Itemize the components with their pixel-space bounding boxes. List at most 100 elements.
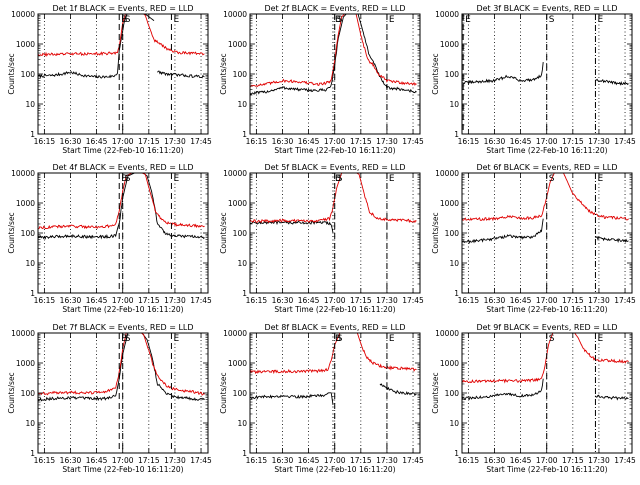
- x-tick-label: 16:45: [86, 456, 108, 465]
- panel-title: Det 2f BLACK = Events, RED = LLD: [264, 4, 405, 13]
- y-tick-label: 10: [25, 419, 35, 428]
- marker-label-E: E: [597, 174, 603, 184]
- y-axis-label: Counts/sec: [7, 372, 16, 413]
- detector-panel-4: Det 4f BLACK = Events, RED = LLD BS E 1 10 10…: [7, 163, 212, 314]
- x-tick-label: 17:15: [562, 296, 584, 305]
- x-tick-label: 16:45: [86, 137, 108, 146]
- y-tick-label: 100: [445, 389, 460, 398]
- y-tick-label: 1000: [228, 359, 247, 368]
- lld-series-line: [38, 14, 205, 57]
- marker-label-E: E: [389, 174, 395, 184]
- x-tick-label: 16:15: [34, 137, 56, 146]
- marker-label-S: S: [549, 334, 555, 344]
- y-tick-label: 1000: [440, 359, 459, 368]
- x-tick-label: 17:45: [402, 296, 424, 305]
- detector-panel-3: Det 3f BLACK = Events, RED = LLD E S E 1 10 10…: [431, 4, 636, 155]
- y-axis-label: Counts/sec: [219, 372, 228, 413]
- marker-label-E: E: [173, 15, 179, 25]
- y-tick-label: 10: [25, 259, 35, 268]
- y-tick-label: 1: [242, 449, 247, 458]
- detector-panel-5: Det 5f BLACK = Events, RED = LLD BS E 1 10 10…: [219, 163, 424, 314]
- x-tick-label: 17:30: [376, 137, 398, 146]
- marker-label-S: S: [337, 15, 343, 25]
- y-tick-label: 100: [21, 229, 36, 238]
- x-axis-label: Start Time (22-Feb-10 16:11:20): [274, 305, 395, 314]
- y-tick-label: 10000: [11, 10, 35, 19]
- x-tick-label: 16:45: [298, 456, 320, 465]
- x-tick-label: 17:30: [588, 137, 610, 146]
- y-axis-label: Counts/sec: [431, 212, 440, 253]
- x-tick-label: 16:45: [510, 296, 532, 305]
- x-tick-label: 17:30: [376, 296, 398, 305]
- panel-title: Det 6f BLACK = Events, RED = LLD: [476, 163, 617, 172]
- lld-series-line: [462, 173, 629, 222]
- y-tick-label: 1: [454, 130, 459, 139]
- events-series-line: [157, 70, 205, 79]
- marker-label-E: E: [389, 334, 395, 344]
- x-axis-label: Start Time (22-Feb-10 16:11:20): [62, 305, 183, 314]
- y-tick-label: 100: [233, 389, 248, 398]
- y-tick-label: 10: [449, 259, 459, 268]
- x-tick-label: 16:45: [86, 296, 108, 305]
- panel-title: Det 5f BLACK = Events, RED = LLD: [264, 163, 405, 172]
- x-tick-label: 17:15: [562, 137, 584, 146]
- x-tick-label: 16:15: [34, 456, 56, 465]
- x-tick-label: 16:30: [272, 456, 294, 465]
- marker-label-B: B: [121, 15, 127, 25]
- x-axis-label: Start Time (22-Feb-10 16:11:20): [274, 465, 395, 474]
- x-tick-label: 17:00: [112, 456, 134, 465]
- x-tick-label: 16:45: [298, 296, 320, 305]
- lld-series-line: [38, 333, 205, 396]
- events-series-line: [462, 62, 544, 85]
- y-tick-label: 10000: [435, 10, 459, 19]
- y-tick-label: 1: [454, 449, 459, 458]
- y-tick-label: 1000: [16, 359, 35, 368]
- panel-title: Det 8f BLACK = Events, RED = LLD: [264, 323, 405, 332]
- events-series-line: [595, 78, 629, 86]
- events-series-line: [595, 394, 629, 401]
- y-tick-label: 100: [445, 229, 460, 238]
- y-tick-label: 1: [242, 130, 247, 139]
- marker-label-B: B: [335, 334, 341, 344]
- marker-label-S: S: [125, 15, 131, 25]
- x-tick-label: 17:00: [112, 296, 134, 305]
- events-series-line: [38, 333, 205, 402]
- x-tick-label: 17:00: [324, 296, 346, 305]
- marker-label-B: B: [335, 174, 341, 184]
- y-axis-label: Counts/sec: [431, 372, 440, 413]
- detector-panel-1: Det 1f BLACK = Events, RED = LLD BS E 1 10 10…: [7, 4, 212, 155]
- x-tick-label: 17:45: [402, 456, 424, 465]
- x-tick-label: 17:15: [138, 296, 160, 305]
- x-tick-label: 16:45: [298, 137, 320, 146]
- panel-title: Det 9f BLACK = Events, RED = LLD: [476, 323, 617, 332]
- y-tick-label: 10000: [223, 329, 247, 338]
- y-tick-label: 1000: [228, 40, 247, 49]
- detector-panel-6: Det 6f BLACK = Events, RED = LLD S E 1 10 100…: [431, 163, 636, 314]
- x-tick-label: 17:15: [562, 456, 584, 465]
- y-axis-label: Counts/sec: [219, 53, 228, 94]
- y-tick-label: 1: [30, 289, 35, 298]
- y-tick-label: 10: [449, 419, 459, 428]
- x-tick-label: 17:45: [614, 296, 636, 305]
- x-axis-label: Start Time (22-Feb-10 16:11:20): [486, 465, 607, 474]
- marker-label-S: S: [125, 334, 131, 344]
- y-axis-label: Counts/sec: [7, 212, 16, 253]
- x-tick-label: 16:30: [484, 296, 506, 305]
- x-tick-label: 16:30: [484, 456, 506, 465]
- marker-label-E: E: [173, 334, 179, 344]
- y-tick-label: 1000: [440, 199, 459, 208]
- y-tick-label: 10000: [435, 329, 459, 338]
- x-tick-label: 16:15: [458, 456, 480, 465]
- detector-panel-7: Det 7f BLACK = Events, RED = LLD BS E 1 10 10…: [7, 323, 212, 474]
- y-tick-label: 10000: [11, 329, 35, 338]
- events-series-line: [250, 14, 417, 96]
- x-tick-label: 17:00: [536, 137, 558, 146]
- x-tick-label: 16:15: [458, 296, 480, 305]
- panel-title: Det 4f BLACK = Events, RED = LLD: [52, 163, 193, 172]
- y-tick-label: 1: [30, 130, 35, 139]
- y-tick-label: 10: [237, 100, 247, 109]
- x-axis-label: Start Time (22-Feb-10 16:11:20): [486, 146, 607, 155]
- x-tick-label: 17:00: [112, 137, 134, 146]
